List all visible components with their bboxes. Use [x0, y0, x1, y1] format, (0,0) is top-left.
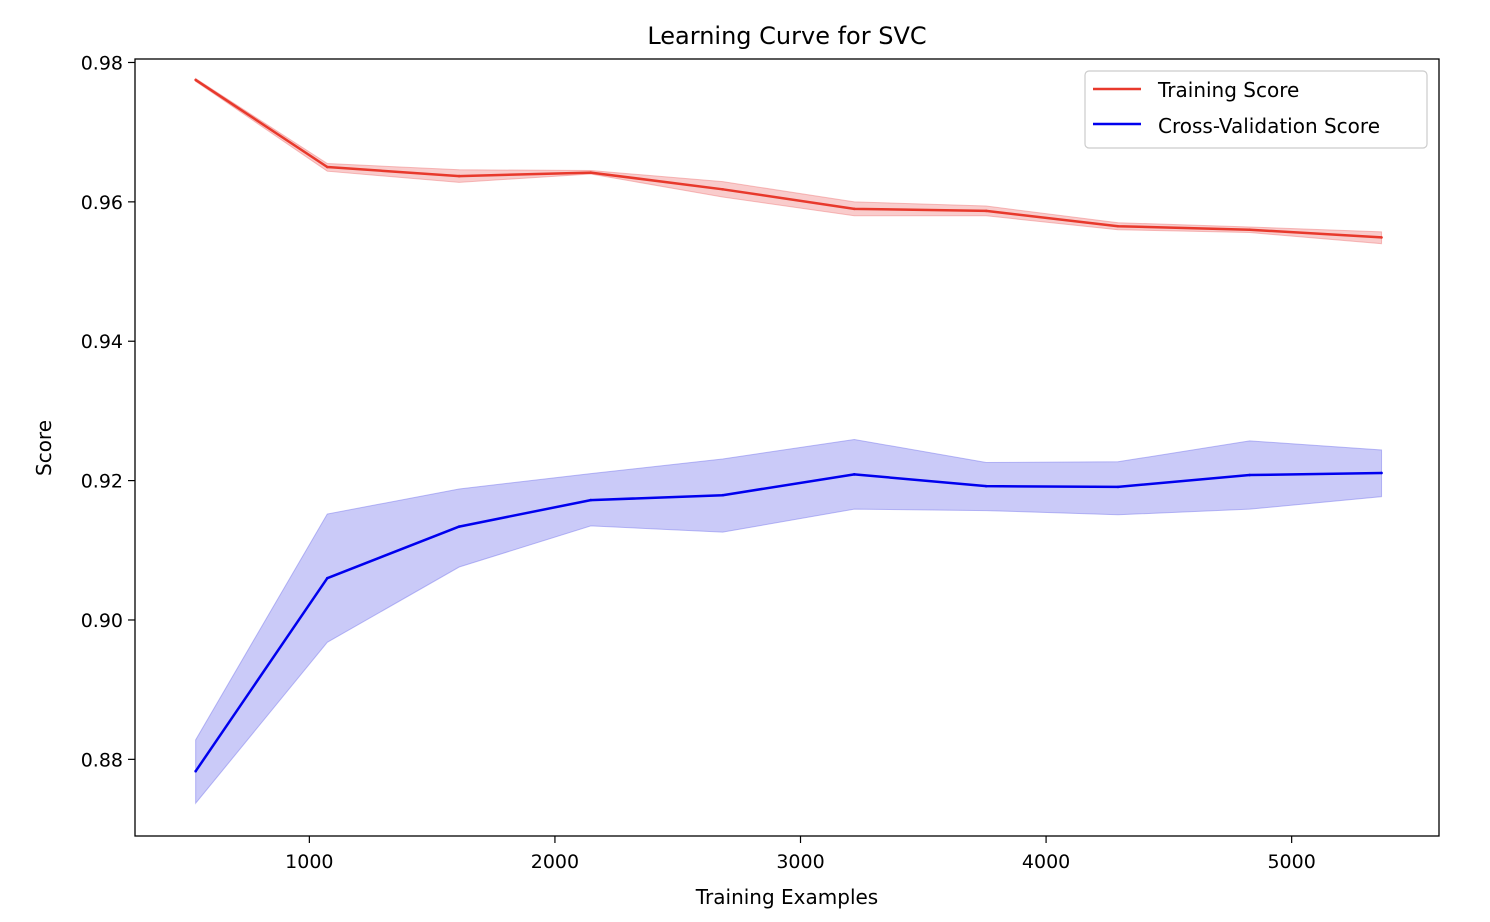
training-score-point: [984, 209, 988, 213]
cross-validation-score-point: [1380, 471, 1383, 475]
training-score-point: [721, 188, 724, 191]
training-score-line: [194, 78, 1382, 239]
cross-validation-score-line: [194, 471, 1382, 772]
x-tick-label: 1000: [285, 851, 333, 873]
training-score-point: [457, 174, 461, 178]
y-tick-label: 0.94: [81, 331, 123, 353]
training-score-point: [1248, 228, 1251, 232]
x-axis-label: Training Examples: [695, 885, 878, 909]
x-tick-label: 3000: [776, 851, 824, 873]
cross-validation-score-point: [1248, 473, 1251, 477]
cross-validation-score-point: [457, 525, 461, 528]
training-score-point: [1380, 236, 1383, 239]
training-score-band: [195, 77, 1383, 245]
plot-area-frame: [134, 58, 1440, 837]
cross-validation-score-point: [589, 498, 593, 502]
y-tick-label: 0.98: [81, 52, 123, 74]
training-score-point: [1116, 224, 1120, 228]
y-tick-label: 0.90: [81, 610, 123, 632]
cross-validation-score-point: [1116, 485, 1120, 489]
x-axis: 1000 2000 3000 4000 5000: [285, 836, 1316, 873]
y-axis-label: Score: [32, 420, 56, 476]
cross-validation-score-point: [984, 484, 988, 488]
legend-label-cross-validation: Cross-Validation Score: [1158, 114, 1380, 138]
legend-label-training: Training Score: [1157, 78, 1299, 102]
y-axis: 0.88 0.90 0.92 0.94 0.96 0.98: [81, 52, 135, 771]
legend-box: [1084, 70, 1428, 149]
y-tick-label: 0.96: [81, 192, 123, 214]
training-score-point: [194, 78, 197, 82]
confidence-bands: [195, 77, 1383, 805]
y-tick-label: 0.92: [81, 471, 123, 493]
training-score-point: [589, 171, 593, 174]
training-score-point: [325, 165, 329, 169]
cross-validation-score-point: [721, 493, 724, 497]
x-tick-label: 2000: [531, 851, 579, 873]
cross-validation-score-point: [325, 576, 329, 580]
x-tick-label: 4000: [1022, 851, 1070, 873]
cross-validation-score-point: [194, 769, 197, 773]
cross-validation-score-band: [195, 438, 1383, 805]
series-lines: [194, 78, 1383, 773]
chart-title: Learning Curve for SVC: [647, 22, 926, 50]
cross-validation-score-point: [852, 473, 856, 476]
training-score-point: [852, 207, 856, 211]
y-tick-label: 0.88: [81, 749, 123, 771]
x-tick-label: 5000: [1267, 851, 1315, 873]
legend: Training Score Cross-Validation Score: [1084, 70, 1428, 149]
